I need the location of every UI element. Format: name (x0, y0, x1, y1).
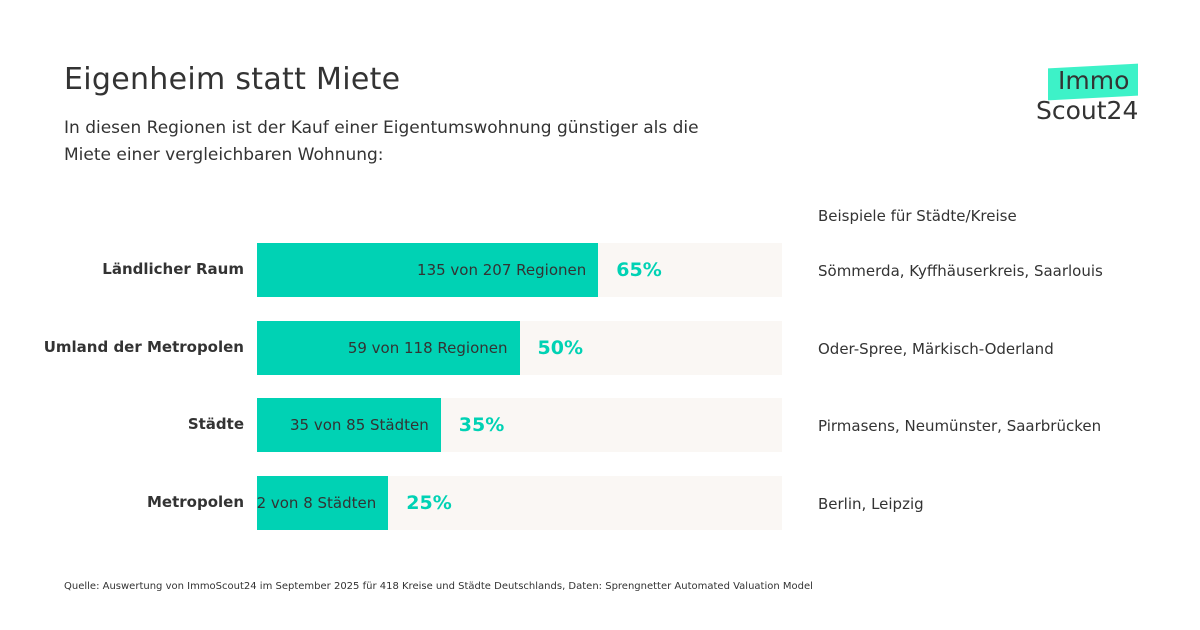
bar-row: Ländlicher Raum 135 von 207 Regionen 65%… (0, 243, 1200, 297)
chart-title: Eigenheim statt Miete (64, 62, 401, 97)
logo-text-scout24: Scout24 (1036, 96, 1139, 125)
category-label: Metropolen (146, 493, 244, 511)
bar-count-label: 35 von 85 Städten (289, 416, 429, 434)
value-label: 65% (616, 259, 662, 281)
bar-row: Städte 35 von 85 Städten 35% Pirmasens, … (0, 398, 1200, 452)
examples-header: Beispiele für Städte/Kreise (818, 207, 1017, 225)
value-label: 35% (458, 414, 505, 436)
bar-track: 35 von 85 Städten 35% (257, 398, 782, 452)
example-regions: Pirmasens, Neumünster, Saarbrücken (818, 417, 1102, 435)
example-regions: Oder-Spree, Märkisch-Oderland (818, 340, 1054, 358)
bar-track: 135 von 207 Regionen 65% (257, 243, 782, 297)
bar-count-label: 135 von 207 Regionen (417, 261, 587, 279)
bar: 35 von 85 Städten (257, 398, 441, 452)
bar: 2 von 8 Städten (256, 476, 389, 530)
category-label: Städte (187, 415, 244, 433)
chart-subtitle: In diesen Regionen ist der Kauf einer Ei… (64, 118, 699, 165)
example-regions: Berlin, Leipzig (818, 495, 924, 513)
bar-count-label: 59 von 118 Regionen (347, 339, 508, 357)
bar: 59 von 118 Regionen (257, 321, 520, 375)
value-label: 25% (406, 492, 452, 514)
bar-row: Umland der Metropolen 59 von 118 Regione… (0, 321, 1200, 375)
category-label: Ländlicher Raum (102, 260, 244, 278)
bar: 135 von 207 Regionen (257, 243, 599, 297)
immoscout24-logo: Immo Scout24 (1036, 63, 1146, 128)
bar-count-label: 2 von 8 Städten (256, 494, 377, 512)
bar-row: Metropolen 2 von 8 Städten 25% Berlin, L… (0, 476, 1200, 530)
example-regions: Sömmerda, Kyffhäuserkreis, Saarlouis (818, 262, 1103, 280)
bar-track: 59 von 118 Regionen 50% (257, 321, 782, 375)
source-note: Quelle: Auswertung von ImmoScout24 im Se… (64, 581, 813, 592)
value-label: 50% (537, 337, 583, 359)
logo-text-immo: Immo (1058, 66, 1130, 95)
bar-track: 2 von 8 Städten 25% (257, 476, 782, 530)
category-label: Umland der Metropolen (43, 338, 244, 356)
